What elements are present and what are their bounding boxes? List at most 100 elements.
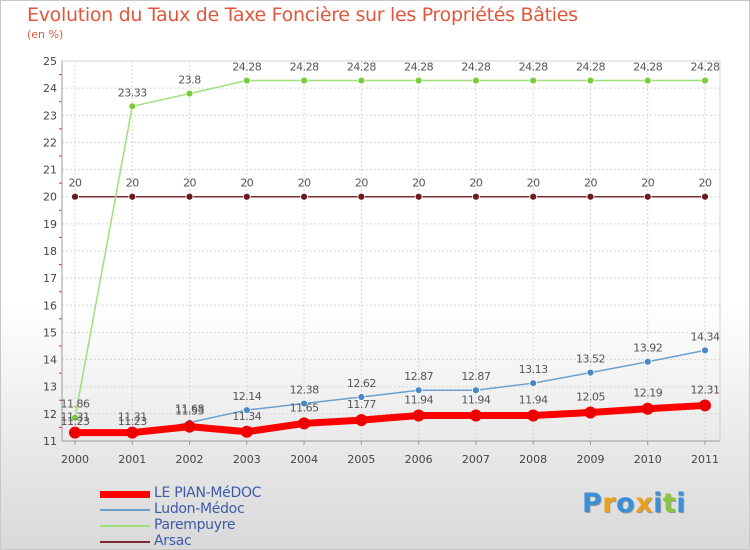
- data-label-parempuyre: 24.28: [461, 61, 490, 74]
- point-le-pian-medoc: [641, 402, 654, 415]
- data-label-arsac: 20: [69, 177, 82, 190]
- data-label-arsac: 20: [584, 177, 597, 190]
- series-line-parempuyre: [74, 79, 705, 418]
- point-le-pian-medoc: [469, 409, 482, 422]
- y-tick-label: 15: [43, 326, 57, 339]
- data-label-ludon-medoc: 13.92: [633, 342, 662, 355]
- data-label-parempuyre: 24.28: [347, 61, 376, 74]
- data-label-le-pian-medoc: 11.53: [175, 405, 204, 418]
- x-tick-label: 2008: [519, 453, 547, 466]
- point-le-pian-medoc: [584, 406, 597, 419]
- x-tick-label: 2010: [634, 453, 662, 466]
- point-arsac: [185, 192, 194, 201]
- point-ludon-medoc: [643, 357, 652, 366]
- data-label-ludon-medoc: 12.62: [347, 377, 376, 390]
- point-parempuyre: [300, 76, 308, 85]
- legend-label: Arsac: [154, 533, 192, 549]
- point-arsac: [357, 192, 366, 201]
- y-tick-label: 18: [43, 245, 57, 258]
- data-label-parempuyre: 24.28: [691, 61, 720, 74]
- logo-letter: r: [602, 488, 617, 519]
- point-parempuyre: [128, 102, 137, 111]
- logo-letter: P: [582, 488, 603, 519]
- data-label-parempuyre: 24.28: [633, 61, 662, 74]
- data-label-ludon-medoc: 12.87: [461, 370, 490, 383]
- point-arsac: [414, 192, 423, 201]
- point-arsac: [701, 192, 709, 201]
- data-label-parempuyre: 23.8: [178, 74, 201, 87]
- data-label-le-pian-medoc: 11.65: [290, 401, 319, 414]
- grid-layer: [61, 60, 721, 442]
- data-label-le-pian-medoc: 11.94: [404, 393, 433, 406]
- point-parempuyre: [701, 76, 709, 85]
- data-label-ludon-medoc: 12.38: [290, 384, 319, 397]
- point-arsac: [242, 192, 251, 201]
- x-tick-label: 2007: [462, 453, 490, 466]
- point-parempuyre: [242, 76, 251, 85]
- y-tick-label: 19: [43, 218, 57, 231]
- data-label-parempuyre: 24.28: [290, 61, 319, 74]
- x-tick-label: 2004: [290, 453, 318, 466]
- point-parempuyre: [71, 413, 79, 422]
- point-arsac: [128, 192, 137, 201]
- point-le-pian-medoc: [183, 420, 196, 433]
- point-le-pian-medoc: [69, 426, 81, 439]
- legend-swatch-ludon-medoc: [100, 509, 150, 511]
- data-label-ludon-medoc: 12.87: [404, 370, 433, 383]
- point-parempuyre: [586, 76, 595, 85]
- y-tick-label: 24: [43, 82, 57, 95]
- chart-subtitle: (en %): [27, 28, 64, 41]
- point-ludon-medoc: [586, 368, 595, 377]
- point-parempuyre: [357, 76, 366, 85]
- point-le-pian-medoc: [240, 425, 253, 438]
- data-label-ludon-medoc: 14.34: [691, 330, 720, 343]
- data-label-arsac: 20: [126, 177, 139, 190]
- data-label-ludon-medoc: 11.68: [175, 403, 204, 416]
- point-parempuyre: [414, 76, 423, 85]
- y-tick-label: 21: [43, 164, 57, 177]
- x-tick-label: 2006: [405, 453, 433, 466]
- x-tick-label: 2009: [576, 453, 604, 466]
- x-tick-label: 2011: [691, 453, 719, 466]
- y-tick-label: 16: [43, 299, 57, 312]
- data-label-le-pian-medoc: 12.31: [691, 383, 720, 396]
- point-le-pian-medoc: [126, 426, 139, 439]
- data-label-parempuyre: 24.28: [576, 61, 605, 74]
- data-label-arsac: 20: [183, 177, 196, 190]
- data-label-le-pian-medoc: 11.94: [519, 393, 548, 406]
- point-ludon-medoc: [701, 346, 709, 355]
- data-label-le-pian-medoc: 12.05: [576, 391, 605, 404]
- data-label-arsac: 20: [527, 177, 540, 190]
- point-ludon-medoc: [529, 379, 538, 388]
- point-le-pian-medoc: [412, 409, 425, 422]
- data-label-arsac: 20: [699, 177, 712, 190]
- point-le-pian-medoc: [355, 414, 368, 427]
- y-tick-label: 23: [43, 109, 57, 122]
- legend-swatch-arsac: [100, 541, 150, 543]
- logo-letter: t: [662, 488, 677, 519]
- legend-swatch-le-pian-medoc: [100, 491, 150, 498]
- point-ludon-medoc: [357, 393, 366, 401]
- point-arsac: [300, 192, 308, 201]
- data-label-le-pian-medoc: 11.94: [461, 393, 490, 406]
- chart-title: Evolution du Taux de Taxe Foncière sur l…: [27, 4, 578, 26]
- logo-letter: o: [616, 488, 636, 519]
- y-tick-label: 14: [43, 354, 57, 367]
- point-arsac: [472, 192, 480, 201]
- data-label-arsac: 20: [469, 177, 482, 190]
- data-label-le-pian-medoc: 11.31: [61, 411, 90, 424]
- point-arsac: [643, 192, 652, 201]
- point-arsac: [71, 192, 79, 201]
- data-label-arsac: 20: [298, 177, 311, 190]
- data-label-parempuyre: 23.33: [118, 86, 147, 99]
- data-label-le-pian-medoc: 11.31: [118, 411, 147, 424]
- y-tick-label: 11: [43, 435, 57, 448]
- series-line-le-pian-medoc: [75, 401, 706, 437]
- data-label-le-pian-medoc: 12.19: [633, 387, 662, 400]
- data-label-parempuyre: 24.28: [232, 61, 261, 74]
- data-label-parempuyre: 11.86: [61, 398, 90, 411]
- series-layer: [69, 76, 711, 439]
- x-tick-label: 2002: [176, 453, 204, 466]
- point-ludon-medoc: [472, 386, 480, 395]
